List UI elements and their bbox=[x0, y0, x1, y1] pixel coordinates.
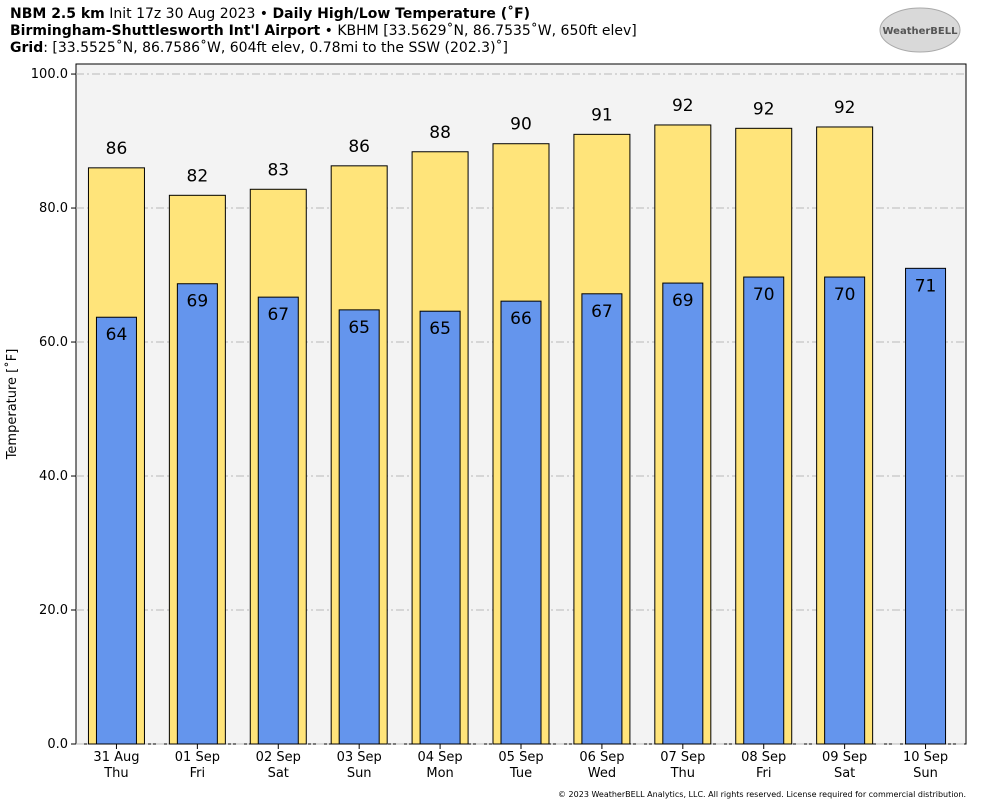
title-segment: Grid bbox=[10, 40, 43, 56]
value-label: 71 bbox=[915, 276, 937, 296]
title-segment: Init 17z 30 Aug 2023 • bbox=[105, 6, 273, 22]
x-tick-day: Thu bbox=[103, 766, 128, 781]
bar bbox=[95, 316, 137, 745]
x-tick-day: Wed bbox=[588, 766, 616, 781]
value-label: 92 bbox=[753, 99, 775, 119]
y-tick-label: 80.0 bbox=[39, 201, 68, 216]
logo: WeatherBELL bbox=[879, 7, 961, 53]
value-label: 86 bbox=[348, 137, 370, 157]
x-tick-label: 08 Sep bbox=[741, 750, 786, 765]
x-tick-label: 05 Sep bbox=[498, 750, 543, 765]
x-tick-day: Fri bbox=[190, 766, 206, 781]
x-tick-day: Sun bbox=[913, 766, 938, 781]
title-line: Birmingham-Shuttlesworth Int'l Airport •… bbox=[10, 22, 637, 39]
bar bbox=[662, 282, 704, 745]
value-label: 67 bbox=[591, 302, 613, 322]
title-segment: • KBHM [33.5629˚N, 86.7535˚W, 650ft elev… bbox=[320, 22, 637, 39]
y-tick-label: 100.0 bbox=[31, 67, 68, 82]
value-label: 69 bbox=[187, 292, 209, 312]
value-label: 70 bbox=[753, 285, 775, 305]
value-label: 67 bbox=[267, 305, 289, 325]
value-label: 90 bbox=[510, 115, 532, 135]
bar bbox=[257, 296, 299, 745]
x-tick-day: Thu bbox=[670, 766, 695, 781]
x-tick-day: Sat bbox=[834, 766, 855, 781]
x-tick-day: Fri bbox=[756, 766, 772, 781]
value-label: 83 bbox=[267, 160, 289, 180]
bar bbox=[581, 293, 623, 745]
x-tick-label: 06 Sep bbox=[579, 750, 624, 765]
bar bbox=[338, 309, 380, 745]
x-tick-label: 01 Sep bbox=[175, 750, 220, 765]
title-block: NBM 2.5 km Init 17z 30 Aug 2023 • Daily … bbox=[10, 5, 637, 56]
bar bbox=[176, 283, 218, 745]
value-label: 65 bbox=[348, 318, 370, 338]
bar bbox=[743, 276, 785, 745]
title-segment: Daily High/Low Temperature (˚F) bbox=[273, 5, 531, 22]
title-line: Grid: [33.5525˚N, 86.7586˚W, 604ft elev,… bbox=[10, 39, 508, 56]
x-tick-label: 04 Sep bbox=[417, 750, 462, 765]
x-tick-label: 10 Sep bbox=[903, 750, 948, 765]
y-axis-label: Temperature [˚F] bbox=[4, 349, 20, 461]
x-tick-label: 09 Sep bbox=[822, 750, 867, 765]
bar bbox=[419, 310, 461, 745]
bar bbox=[500, 300, 542, 745]
value-label: 88 bbox=[429, 123, 451, 143]
value-label: 69 bbox=[672, 291, 694, 311]
title-segment: Birmingham-Shuttlesworth Int'l Airport bbox=[10, 23, 320, 39]
x-tick-day: Tue bbox=[509, 766, 532, 781]
y-tick-label: 0.0 bbox=[47, 737, 68, 752]
value-label: 92 bbox=[672, 96, 694, 116]
value-label: 82 bbox=[187, 166, 209, 186]
x-tick-day: Mon bbox=[426, 766, 453, 781]
x-tick-label: 31 Aug bbox=[93, 750, 139, 765]
value-label: 91 bbox=[591, 105, 613, 125]
bar bbox=[824, 276, 866, 745]
x-tick-label: 07 Sep bbox=[660, 750, 705, 765]
bar bbox=[905, 267, 947, 745]
x-tick-label: 02 Sep bbox=[256, 750, 301, 765]
title-line: NBM 2.5 km Init 17z 30 Aug 2023 • Daily … bbox=[10, 5, 530, 22]
title-segment: NBM 2.5 km bbox=[10, 6, 105, 22]
y-tick-label: 20.0 bbox=[39, 603, 68, 618]
value-label: 92 bbox=[834, 98, 856, 118]
value-label: 86 bbox=[106, 139, 128, 159]
value-label: 66 bbox=[510, 309, 532, 329]
value-label: 64 bbox=[106, 325, 128, 345]
value-label: 70 bbox=[834, 285, 856, 305]
y-tick-label: 40.0 bbox=[39, 469, 68, 484]
title-segment: : [33.5525˚N, 86.7586˚W, 604ft elev, 0.7… bbox=[43, 39, 508, 56]
value-label: 65 bbox=[429, 319, 451, 339]
y-tick-label: 60.0 bbox=[39, 335, 68, 350]
logo-text: WeatherBELL bbox=[882, 26, 958, 37]
x-tick-label: 03 Sep bbox=[337, 750, 382, 765]
footer: © 2023 WeatherBELL Analytics, LLC. All r… bbox=[558, 790, 966, 799]
x-tick-day: Sun bbox=[347, 766, 372, 781]
x-tick-day: Sat bbox=[268, 766, 289, 781]
logo-badge bbox=[879, 7, 961, 53]
